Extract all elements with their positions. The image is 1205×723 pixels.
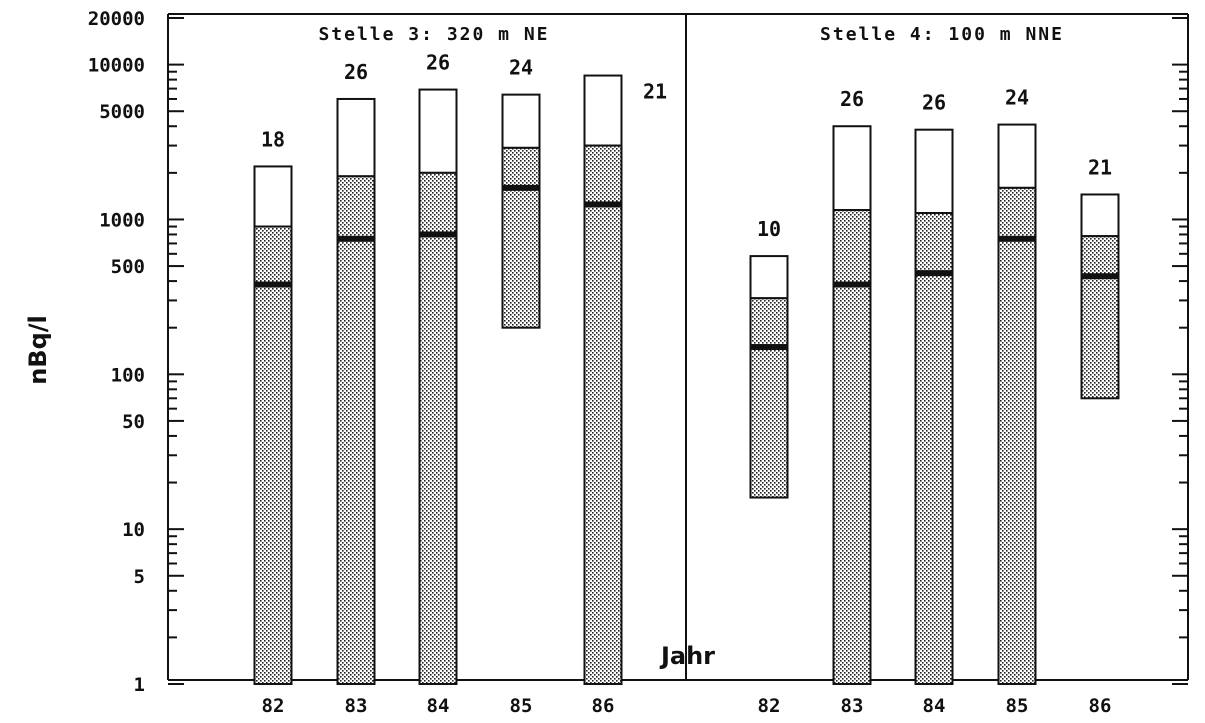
- bar-count-label: 26: [344, 60, 368, 84]
- y-tick-label: 100: [111, 364, 145, 386]
- bar-lower-segment: [916, 213, 953, 684]
- y-tick-label: 5: [134, 566, 145, 588]
- y-tick-label: 1000: [99, 209, 145, 231]
- bar-upper-segment: [1082, 194, 1119, 236]
- bar-median-marker: [503, 185, 540, 191]
- bar-lower-segment: [751, 298, 788, 497]
- bar-upper-segment: [999, 125, 1036, 188]
- bar-upper-segment: [916, 130, 953, 213]
- bar-median-marker: [255, 282, 292, 288]
- bar-upper-segment: [834, 126, 871, 210]
- bar-lower-segment: [503, 148, 540, 328]
- x-tick-label: 86: [592, 695, 615, 717]
- x-tick-label: 83: [841, 695, 864, 717]
- bar-count-label: 26: [922, 91, 946, 115]
- x-tick-label: 84: [427, 695, 450, 717]
- y-tick-label: 1: [134, 674, 145, 696]
- bar-lower-segment: [338, 176, 375, 684]
- x-tick-label: 85: [510, 695, 533, 717]
- bar-lower-segment: [834, 210, 871, 684]
- bar-median-marker: [916, 270, 953, 276]
- y-tick-label: 50: [122, 411, 145, 433]
- bar-count-label: 26: [426, 51, 450, 75]
- bar-upper-segment: [338, 99, 375, 176]
- bar-count-label: 24: [1005, 86, 1029, 110]
- bar-upper-segment: [420, 90, 457, 173]
- bar-upper-segment: [751, 256, 788, 298]
- x-tick-label: 84: [923, 695, 946, 717]
- y-tick-label: 500: [111, 256, 145, 278]
- y-axis-title: nBq/l: [24, 315, 52, 385]
- bar-lower-segment: [585, 146, 622, 684]
- x-tick-label: 85: [1006, 695, 1029, 717]
- panel-title: Stelle 4: 100 m NNE: [820, 24, 1064, 45]
- x-tick-label: 82: [262, 695, 285, 717]
- x-tick-label: 83: [345, 695, 368, 717]
- bar-upper-segment: [585, 76, 622, 146]
- y-tick-label: 10000: [88, 55, 145, 77]
- x-tick-label: 86: [1089, 695, 1112, 717]
- panel-title: Stelle 3: 320 m NE: [318, 24, 549, 45]
- bar-count-label: 18: [261, 127, 285, 151]
- bar-median-marker: [1082, 273, 1119, 279]
- bar-lower-segment: [1082, 236, 1119, 398]
- bar-count-label: 26: [840, 87, 864, 111]
- y-tick-label: 10: [122, 519, 145, 541]
- x-tick-label: 82: [758, 695, 781, 717]
- bar-upper-segment: [503, 95, 540, 148]
- bar-lower-segment: [420, 173, 457, 684]
- bar-median-marker: [751, 344, 788, 350]
- bar-median-marker: [585, 201, 622, 207]
- y-tick-label: 5000: [99, 101, 145, 123]
- bar-lower-segment: [999, 188, 1036, 684]
- bar-median-marker: [999, 236, 1036, 242]
- bar-upper-segment: [255, 166, 292, 226]
- bar-count-label: 21: [1088, 155, 1112, 179]
- bar-lower-segment: [255, 227, 292, 684]
- bar-median-marker: [834, 282, 871, 288]
- y-tick-label: 20000: [88, 8, 145, 30]
- bar-median-marker: [420, 231, 457, 237]
- bar-count-label: 24: [509, 56, 533, 80]
- bar-count-label: 10: [757, 217, 781, 241]
- x-axis-title: Jahr: [659, 642, 715, 670]
- bar-median-marker: [338, 236, 375, 242]
- bar-count-label: 21: [643, 80, 667, 104]
